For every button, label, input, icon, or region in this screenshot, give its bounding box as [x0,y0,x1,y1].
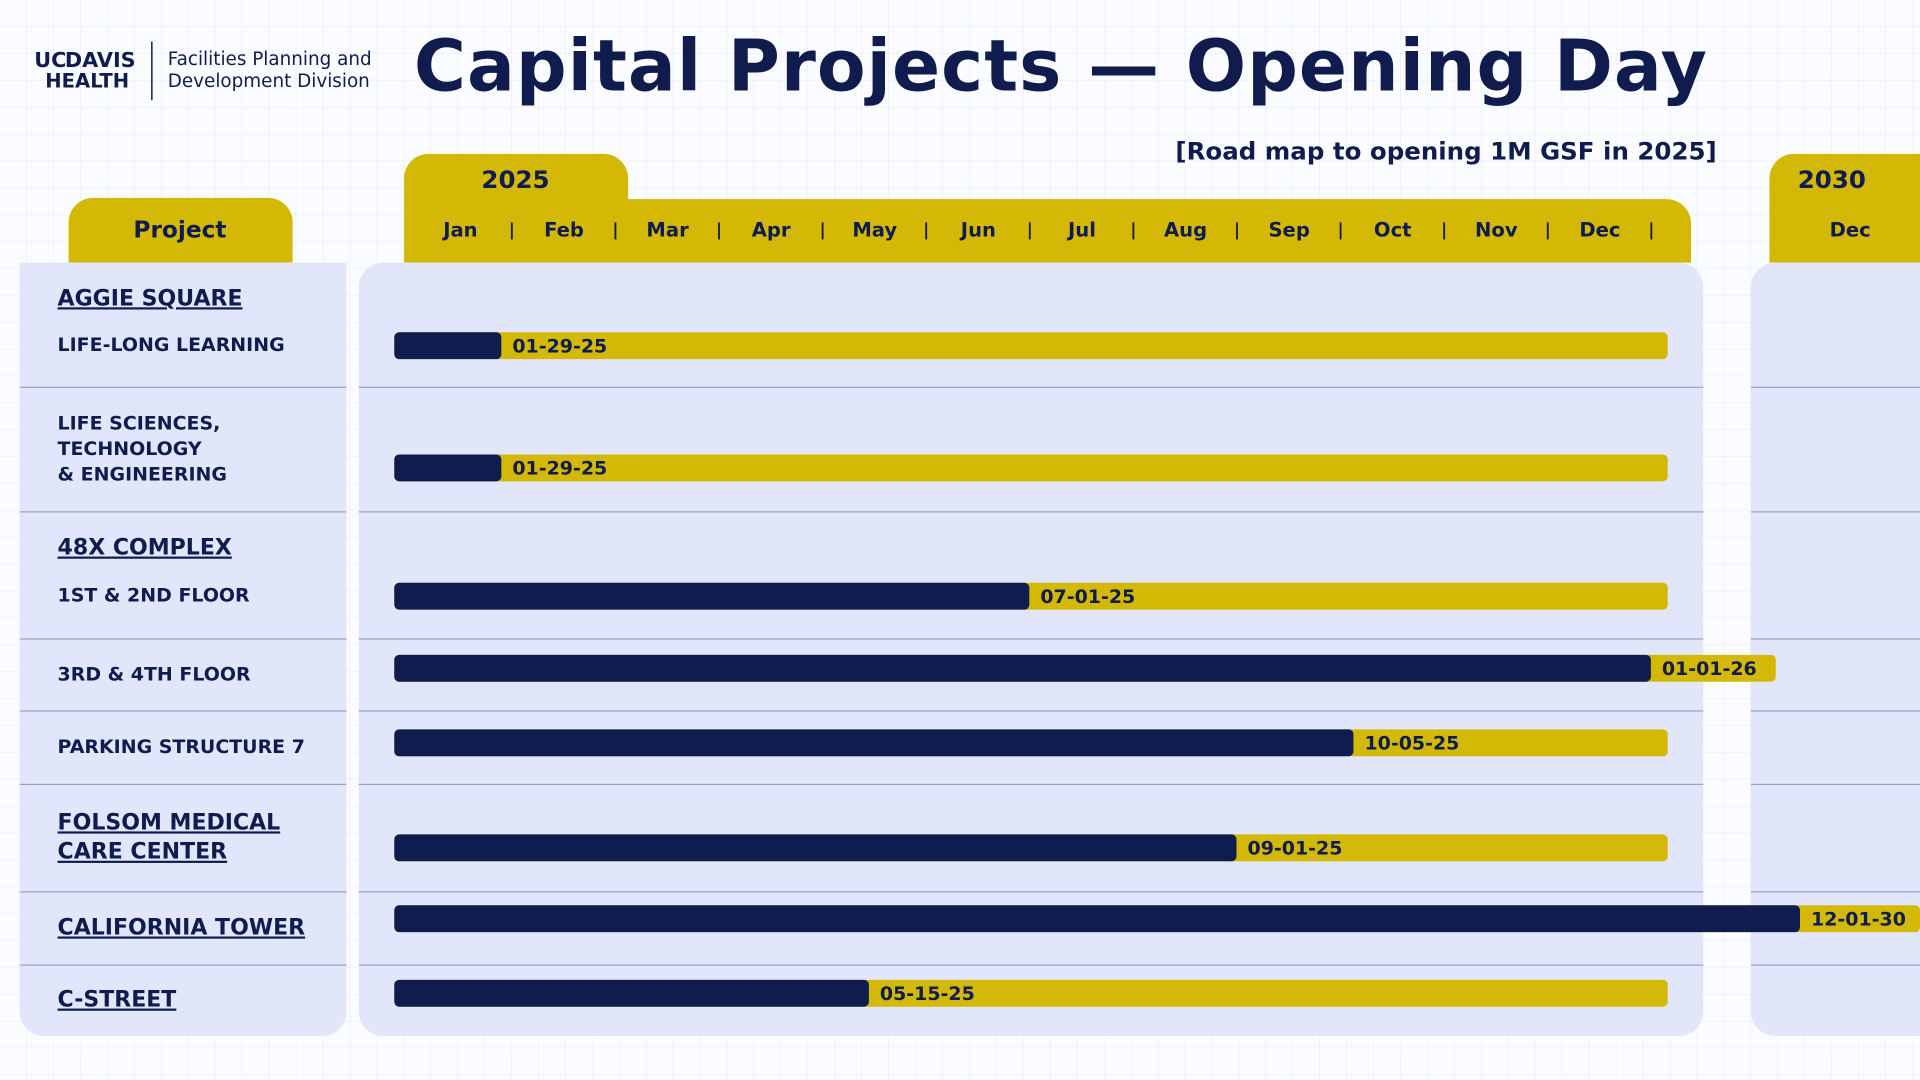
month-label: Jul [1066,218,1096,241]
date-label: 05-15-25 [880,983,975,1005]
logo-health: HEALTH [45,69,129,92]
month-label: Jun [959,218,996,241]
project-name: LIFE-LONG LEARNING [58,334,285,356]
date-label: 01-29-25 [512,458,607,480]
month-label: Dec [1579,218,1620,241]
group-heading: FOLSOM MEDICAL [58,810,281,835]
date-label: 10-05-25 [1364,733,1459,755]
month-label: May [852,218,897,241]
project-header: Project [133,216,226,243]
project-name: 1ST & 2ND FLOOR [58,585,251,607]
project-name: 3RD & 4TH FLOOR [58,664,251,686]
month-label: Jan [441,218,477,241]
year-label: 2025 [481,165,549,194]
project-name: LIFE SCIENCES, [58,412,221,434]
group-heading: CARE CENTER [58,840,228,865]
project-name: PARKING STRUCTURE 7 [58,736,305,758]
month-label: Aug [1164,218,1207,241]
division-line: Facilities Planning and [168,49,372,70]
progress-bar [394,332,502,360]
month-label: Mar [646,218,689,241]
progress-bar [394,729,1354,757]
group-heading: AGGIE SQUARE [58,286,243,311]
group-heading: 48X COMPLEX [58,536,232,561]
month-label: Nov [1475,218,1518,241]
logo-davis: DAVIS [65,48,136,72]
project-tab [68,197,293,263]
month-label: Sep [1268,218,1309,241]
year-tab [1769,153,1920,263]
group-heading: C-STREET [58,988,177,1013]
bar-track [394,332,1668,360]
date-label: 07-01-25 [1040,586,1135,608]
label-panel [19,262,347,1037]
bar-track [394,454,1668,482]
month-label: Oct [1374,218,1412,241]
subtitle: [Road map to opening 1M GSF in 2025] [1175,137,1716,166]
project-name: & ENGINEERING [58,464,227,486]
progress-bar [394,582,1030,610]
progress-bar [394,905,1801,933]
division-line: Development Division [168,71,370,92]
project-name: TECHNOLOGY [58,438,202,460]
title: Capital Projects — Opening Day [414,24,1707,107]
date-label: 09-01-25 [1248,838,1343,860]
month-label: Dec [1830,218,1871,241]
progress-bar [394,654,1651,682]
month-label: Feb [544,218,584,241]
progress-bar [394,834,1237,862]
date-label: 12-01-30 [1811,908,1906,930]
group-heading: CALIFORNIA TOWER [58,916,306,941]
progress-bar [394,454,502,482]
date-label: 01-01-26 [1662,658,1757,680]
logo-uc: UC [34,48,66,72]
date-label: 01-29-25 [512,335,607,357]
year-label: 2030 [1798,165,1866,194]
year-tab [404,153,1692,263]
timeline-panel [1751,262,1920,1037]
progress-bar [394,979,869,1007]
month-label: Apr [752,218,791,241]
